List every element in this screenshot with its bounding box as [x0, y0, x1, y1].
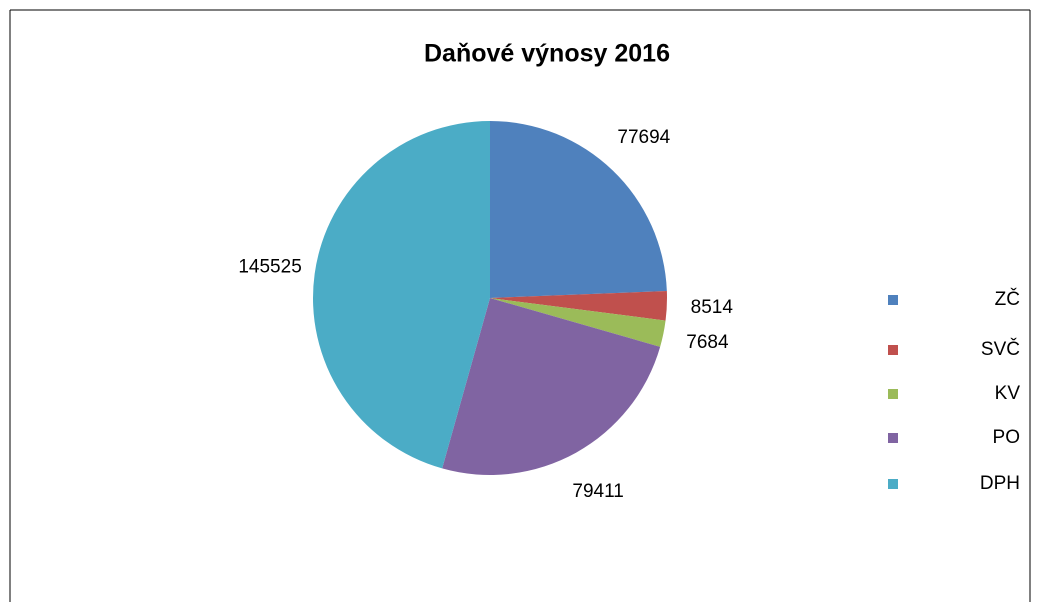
- legend-label: KV: [995, 383, 1021, 404]
- legend-swatch: [888, 295, 898, 305]
- pie-slice: [442, 298, 661, 476]
- legend-label: SVČ: [981, 338, 1020, 360]
- legend-label: ZČ: [995, 288, 1020, 310]
- data-label: 7684: [686, 332, 729, 353]
- data-label: 79411: [572, 481, 623, 502]
- pie-slice: [490, 298, 666, 347]
- data-label: 145525: [238, 257, 301, 278]
- legend-swatch: [888, 433, 898, 443]
- data-label: 8514: [691, 297, 734, 318]
- pie-slice: [490, 121, 667, 298]
- legend-swatch: [888, 389, 898, 399]
- pie-slice: [490, 290, 667, 321]
- legend-label: PO: [993, 427, 1020, 448]
- legend-label: DPH: [980, 473, 1020, 494]
- legend-swatch: [888, 479, 898, 489]
- chart-title: Daňové výnosy 2016: [424, 40, 670, 68]
- pie-slice: [312, 120, 490, 469]
- data-label: 77694: [617, 127, 670, 148]
- legend-swatch: [888, 345, 898, 355]
